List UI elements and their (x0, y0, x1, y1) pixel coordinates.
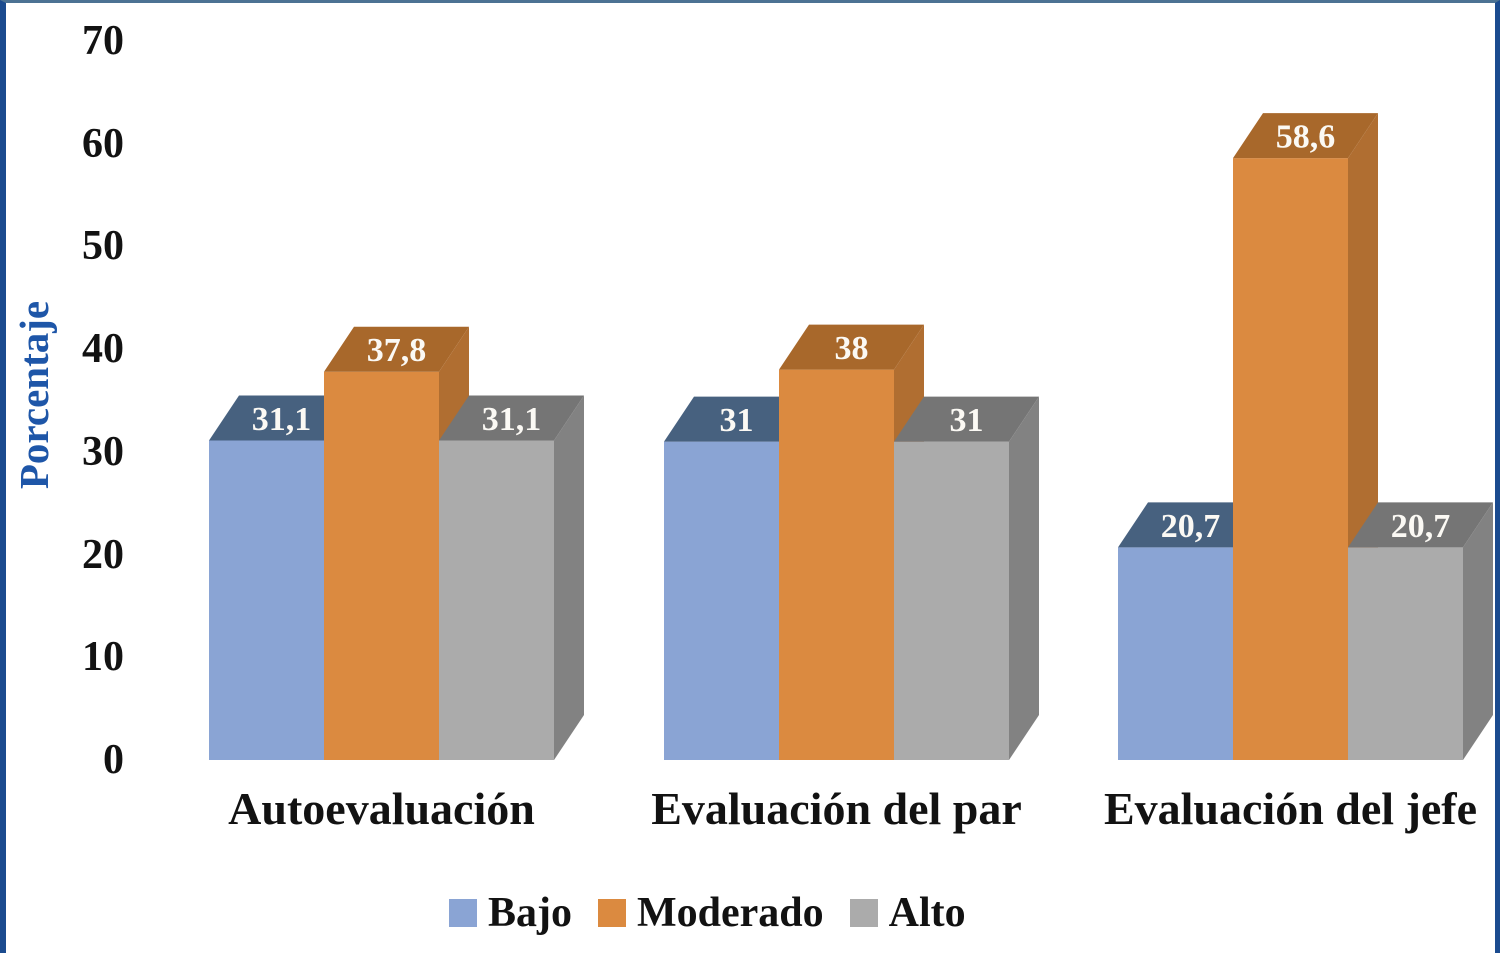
bar-front-moderado (779, 369, 894, 760)
bar-plot: 31,1 37,8 31,1 31 38 31 20,7 58,6 20,7 (209, 113, 1493, 760)
bar-front-moderado (324, 371, 439, 760)
bar-front-alto (439, 440, 554, 760)
y-tick-label: 70 (82, 18, 124, 64)
y-tick-label: 30 (82, 428, 124, 475)
legend-swatch-icon (598, 899, 626, 927)
bar-value-label: 31 (720, 402, 754, 439)
category-label: Evaluación del jefe (1103, 783, 1478, 834)
legend: Bajo Moderado Alto (449, 892, 966, 934)
bar-value-label: 37,8 (367, 332, 427, 369)
category-label: Autoevaluación (228, 783, 535, 834)
bar-front-alto (1348, 547, 1463, 760)
bar-front-bajo (664, 441, 779, 760)
bar-value-label: 20,7 (1161, 508, 1221, 545)
legend-item-alto: Alto (849, 890, 966, 936)
legend-swatch-icon (449, 899, 477, 927)
legend-label: Moderado (637, 890, 824, 936)
bar-top-alto (439, 395, 584, 441)
legend-label: Alto (888, 890, 966, 936)
y-tick-label: 10 (82, 634, 124, 681)
bar-front-moderado (1233, 158, 1348, 760)
bar-top-alto (894, 396, 1039, 442)
bar-top-bajo (209, 395, 354, 441)
bar-side-alto (554, 395, 584, 760)
bar-value-label: 58,6 (1276, 119, 1336, 156)
bar-value-label: 31,1 (482, 401, 542, 438)
category-label: Evaluación del par (651, 783, 1022, 834)
bar-value-label: 31 (950, 402, 984, 439)
bar-top-bajo (1118, 502, 1263, 548)
bar-front-bajo (1118, 547, 1233, 760)
bar-front-alto (894, 441, 1009, 760)
bar-value-label: 38 (835, 330, 869, 367)
legend-item-moderado: Moderado (598, 892, 824, 934)
bar-side-alto (1009, 396, 1039, 760)
bar-top-alto (1348, 502, 1493, 548)
y-tick-label: 60 (82, 120, 124, 167)
bar-front-bajo (209, 440, 324, 760)
bar-value-label: 31,1 (252, 401, 312, 438)
bar-value-label: 20,7 (1391, 508, 1451, 545)
bar-top-moderado (324, 326, 469, 372)
bar-side-alto (1463, 502, 1493, 760)
y-tick-label: 20 (82, 531, 124, 578)
legend-label: Bajo (488, 890, 572, 936)
y-tick-label: 40 (82, 326, 124, 373)
bar-top-bajo (664, 396, 809, 442)
y-tick-label: 0 (103, 737, 124, 783)
legend-swatch-icon (849, 899, 878, 927)
y-tick-label: 50 (82, 223, 124, 270)
bar-top-moderado (1233, 113, 1378, 159)
bar-top-moderado (779, 324, 924, 370)
legend-item-bajo: Bajo (449, 892, 572, 934)
